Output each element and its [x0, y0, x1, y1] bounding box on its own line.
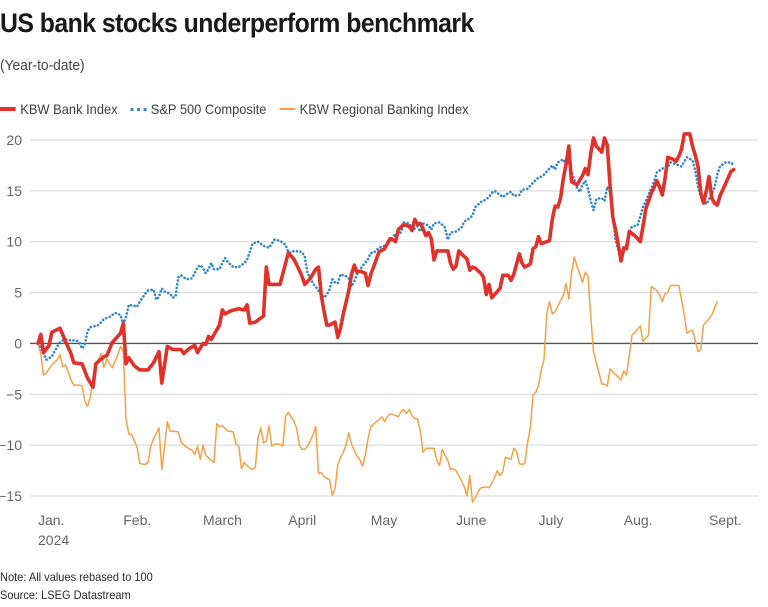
- x-axis-labels: Jan. 2024 Feb. March April May June July Aug. Sep…: [38, 512, 742, 548]
- legend-item-sp500: S&P 500 Composite: [130, 101, 266, 117]
- x-tick-sublabel: 2024: [38, 532, 69, 548]
- legend-label-sp500: S&P 500 Composite: [150, 101, 267, 117]
- legend-item-kbw-regional: KBW Regional Banking Index: [279, 101, 469, 117]
- x-tick-label: April: [288, 512, 316, 528]
- legend-swatch-kbw-regional: [279, 108, 296, 110]
- y-tick-label: 0: [14, 335, 22, 351]
- y-tick-label: −15: [0, 488, 22, 504]
- chart-title: US bank stocks underperform benchmark: [0, 8, 474, 38]
- sp500-line: [36, 156, 736, 362]
- y-tick-label: −5: [6, 386, 22, 402]
- legend-swatch-kbw-bank: [0, 107, 16, 111]
- legend-item-kbw-bank: KBW Bank Index: [0, 101, 118, 117]
- chart-subtitle: (Year-to-date): [0, 57, 85, 74]
- y-tick-label: 10: [6, 234, 22, 250]
- legend: KBW Bank Index S&P 500 Composite KBW Reg…: [0, 101, 481, 117]
- grid: [30, 139, 758, 497]
- x-tick-label: March: [203, 512, 242, 528]
- legend-label-kbw-regional: KBW Regional Banking Index: [299, 101, 469, 117]
- x-tick-label: Jan.: [38, 512, 64, 528]
- x-tick-label: June: [456, 512, 487, 528]
- y-tick-label: −10: [0, 437, 22, 453]
- x-tick-label: Aug.: [624, 512, 653, 528]
- kbw-regional-line: [37, 256, 719, 503]
- x-tick-label: May: [371, 512, 397, 528]
- y-tick-label: 15: [6, 183, 22, 199]
- y-tick-label: 20: [6, 132, 22, 148]
- note: Note: All values rebased to 100: [0, 570, 153, 584]
- line-chart: 20 15 10 5 0 −5 −10 −15 Jan. 2024 Feb. March April M…: [0, 132, 758, 548]
- x-tick-label: Feb.: [123, 512, 151, 528]
- y-tick-label: 5: [14, 285, 22, 301]
- x-tick-label: Sept.: [709, 512, 742, 528]
- y-axis-labels: 20 15 10 5 0 −5 −10 −15: [0, 132, 22, 504]
- series: [36, 132, 736, 503]
- x-tick-label: July: [539, 512, 564, 528]
- source: Source: LSEG Datastream: [0, 588, 131, 602]
- kbw-bank-line: [36, 132, 736, 390]
- legend-swatch-sp500: [130, 107, 147, 111]
- legend-label-kbw-bank: KBW Bank Index: [20, 101, 118, 117]
